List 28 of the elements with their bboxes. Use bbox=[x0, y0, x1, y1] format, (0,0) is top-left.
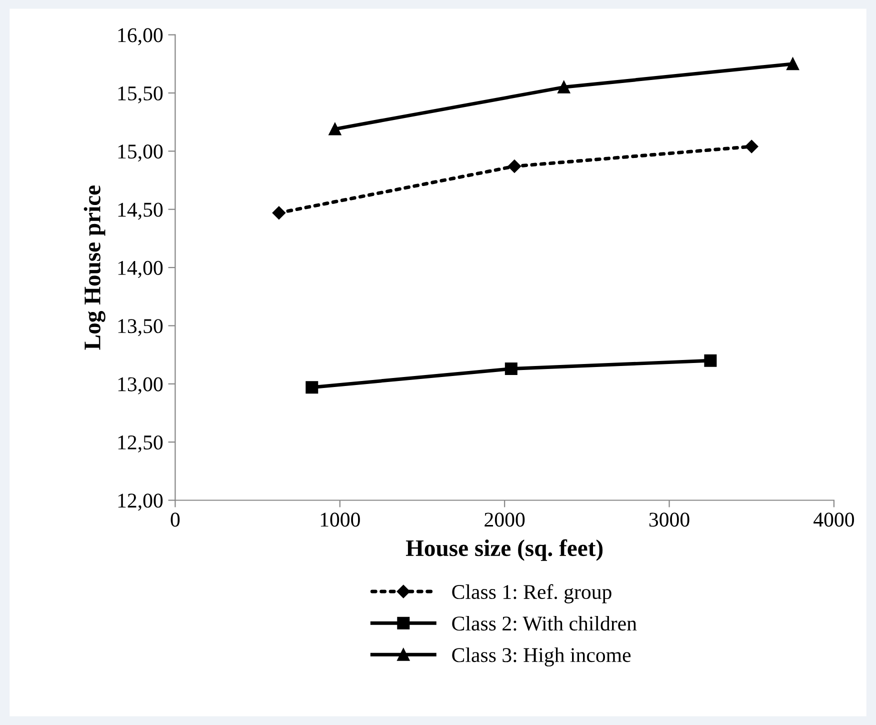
point bbox=[558, 80, 570, 94]
x-tick-label: 3000 bbox=[649, 512, 690, 527]
point bbox=[306, 381, 318, 394]
y-tick-label: 14,00 bbox=[118, 260, 163, 278]
point bbox=[272, 206, 286, 220]
y-tick-label: 16,00 bbox=[118, 28, 163, 46]
x-tick-label: 0 bbox=[170, 512, 180, 527]
x-tick-label: 1000 bbox=[320, 512, 360, 527]
y-tick-label: 14,50 bbox=[118, 202, 163, 220]
legend-label: Class 2: With children bbox=[452, 616, 637, 631]
y-axis-title: Log House price bbox=[84, 186, 106, 350]
legend-label: Class 3: High income bbox=[452, 647, 631, 666]
y-tick-label: 12,00 bbox=[118, 494, 163, 511]
y-tick-label: 12,50 bbox=[118, 435, 163, 452]
point bbox=[328, 122, 342, 136]
point bbox=[704, 354, 717, 367]
point bbox=[745, 140, 758, 154]
point bbox=[508, 160, 522, 173]
y-tick-label: 13,00 bbox=[118, 377, 163, 394]
x-axis-title: House size (sq. feet) bbox=[406, 539, 603, 561]
legend-label: Class 1: Ref. group bbox=[452, 584, 612, 604]
x-tick-label: 4000 bbox=[814, 512, 854, 527]
point bbox=[504, 362, 518, 376]
y-tick-label: 15,50 bbox=[118, 86, 163, 104]
x-tick-label: 2000 bbox=[484, 512, 525, 527]
y-tick-label: 13,50 bbox=[118, 319, 163, 336]
y-tick-label: 15,00 bbox=[118, 144, 163, 162]
point bbox=[786, 58, 800, 70]
